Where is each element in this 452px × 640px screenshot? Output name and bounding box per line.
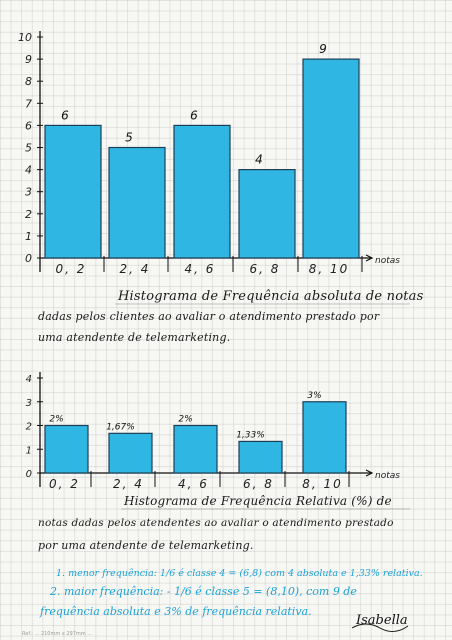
note-line1: 1. menor frequência: 1/6 é classe 4 = (6… <box>56 568 423 579</box>
chart2-x-tick-label: 8, 10 <box>302 477 343 491</box>
chart1-y-tick-label: 7 <box>25 97 32 110</box>
signature-stroke <box>351 623 409 632</box>
note-line3: frequência absoluta e 3% de frequência r… <box>40 605 312 618</box>
chart1-data-label: 4 <box>255 153 263 167</box>
chart1-x-axis-label: notas <box>375 256 400 266</box>
chart2-data-label: 1,33% <box>236 430 265 440</box>
chart1-y-tick-label: 0 <box>25 252 32 265</box>
chart2-data-label: 3% <box>307 391 321 401</box>
chart2-y-tick-label: 2 <box>26 422 32 433</box>
chart2-x-tick-label: 6, 8 <box>243 477 274 491</box>
chart1-bar <box>302 58 360 259</box>
chart1-caption-line3: uma atendente de telemarketing. <box>38 331 231 344</box>
chart2-bar <box>108 432 153 474</box>
chart1-x-axis-arrow <box>365 254 374 262</box>
chart2-data-label: 2% <box>49 415 63 425</box>
chart2-data-label: 1,67% <box>106 422 135 432</box>
chart2-bar <box>238 440 283 474</box>
chart1-y-tick-label: 5 <box>25 142 32 155</box>
chart2-y-tick-label: 0 <box>26 469 32 480</box>
chart1-y-tick-label: 2 <box>25 208 32 221</box>
chart1-x-tick-label: 4, 6 <box>185 262 216 276</box>
signature: Isabella <box>356 613 408 628</box>
chart1-caption-line1: Histograma de Frequência absoluta de not… <box>118 289 424 304</box>
chart2-caption-line1: Histograma de Frequência Relativa (%) de <box>124 494 392 508</box>
chart1-x-tick-label: 0, 2 <box>56 262 87 276</box>
chart1-y-tick-label: 6 <box>25 119 32 132</box>
chart2-x-axis-arrow <box>365 469 374 477</box>
chart1-data-label: 9 <box>319 42 327 56</box>
chart1-data-label: 5 <box>125 131 133 145</box>
chart1-bar <box>44 124 102 259</box>
chart2-x-tick-label: 0, 2 <box>49 477 80 491</box>
chart2-data-label: 2% <box>178 415 192 425</box>
chart1-x-tick-label: 6, 8 <box>250 262 281 276</box>
chart2-bar <box>302 401 347 474</box>
chart2-y-tick-label: 1 <box>26 445 32 456</box>
chart2-x-axis-label: notas <box>375 471 400 481</box>
chart2-caption-line2: notas dadas pelos atendentes ao avaliar … <box>38 517 394 529</box>
chart1-y-tick-label: 3 <box>25 186 32 199</box>
chart1-y-tick-label: 4 <box>25 164 32 177</box>
chart1-data-label: 6 <box>61 108 69 122</box>
chart1-y-tick-label: 8 <box>25 75 32 88</box>
chart1-x-tick-label: 2, 4 <box>120 262 151 276</box>
chart2-caption-line3: por uma atendente de telemarketing. <box>38 539 254 552</box>
chart2-y-tick-label: 4 <box>26 374 32 385</box>
chart1-bar <box>238 169 296 259</box>
chart2-bar <box>173 424 218 474</box>
note-line2: 2. maior frequência: - 1/6 é classe 5 = … <box>50 585 357 598</box>
chart1-bar <box>108 146 166 259</box>
chart1-x-tick-label: 8, 10 <box>309 262 350 276</box>
chart1-y-tick-label: 1 <box>25 230 32 243</box>
chart1-caption-line2: dadas pelos clientes ao avaliar o atendi… <box>38 310 380 323</box>
chart1-y-tick-label: 9 <box>25 53 32 66</box>
paper-footer-text: Ref.: ... 210mm x 297mm ... <box>22 631 93 637</box>
chart2-bar <box>44 424 89 474</box>
chart1-bar <box>173 124 231 259</box>
chart1-y-tick-label: 10 <box>18 31 32 44</box>
chart2-y-tick-label: 3 <box>26 398 32 409</box>
chart2-x-tick-label: 4, 6 <box>178 477 209 491</box>
chart2-x-tick-label: 2, 4 <box>113 477 144 491</box>
chart1-data-label: 6 <box>190 108 198 122</box>
